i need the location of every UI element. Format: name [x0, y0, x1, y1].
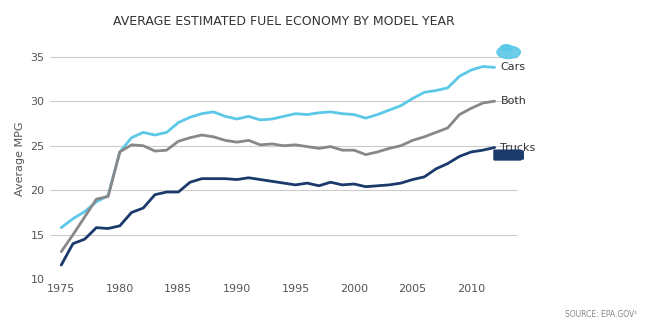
Text: Both: Both — [500, 96, 526, 106]
Ellipse shape — [500, 45, 512, 51]
FancyBboxPatch shape — [494, 150, 521, 160]
Text: Trucks: Trucks — [500, 143, 536, 153]
Ellipse shape — [497, 46, 521, 59]
Title: AVERAGE ESTIMATED FUEL ECONOMY BY MODEL YEAR: AVERAGE ESTIMATED FUEL ECONOMY BY MODEL … — [113, 15, 454, 28]
FancyBboxPatch shape — [515, 151, 523, 159]
Text: SOURCE: EPA.GOV¹: SOURCE: EPA.GOV¹ — [565, 310, 637, 319]
Y-axis label: Average MPG: Average MPG — [15, 122, 25, 196]
Text: Cars: Cars — [500, 62, 525, 72]
